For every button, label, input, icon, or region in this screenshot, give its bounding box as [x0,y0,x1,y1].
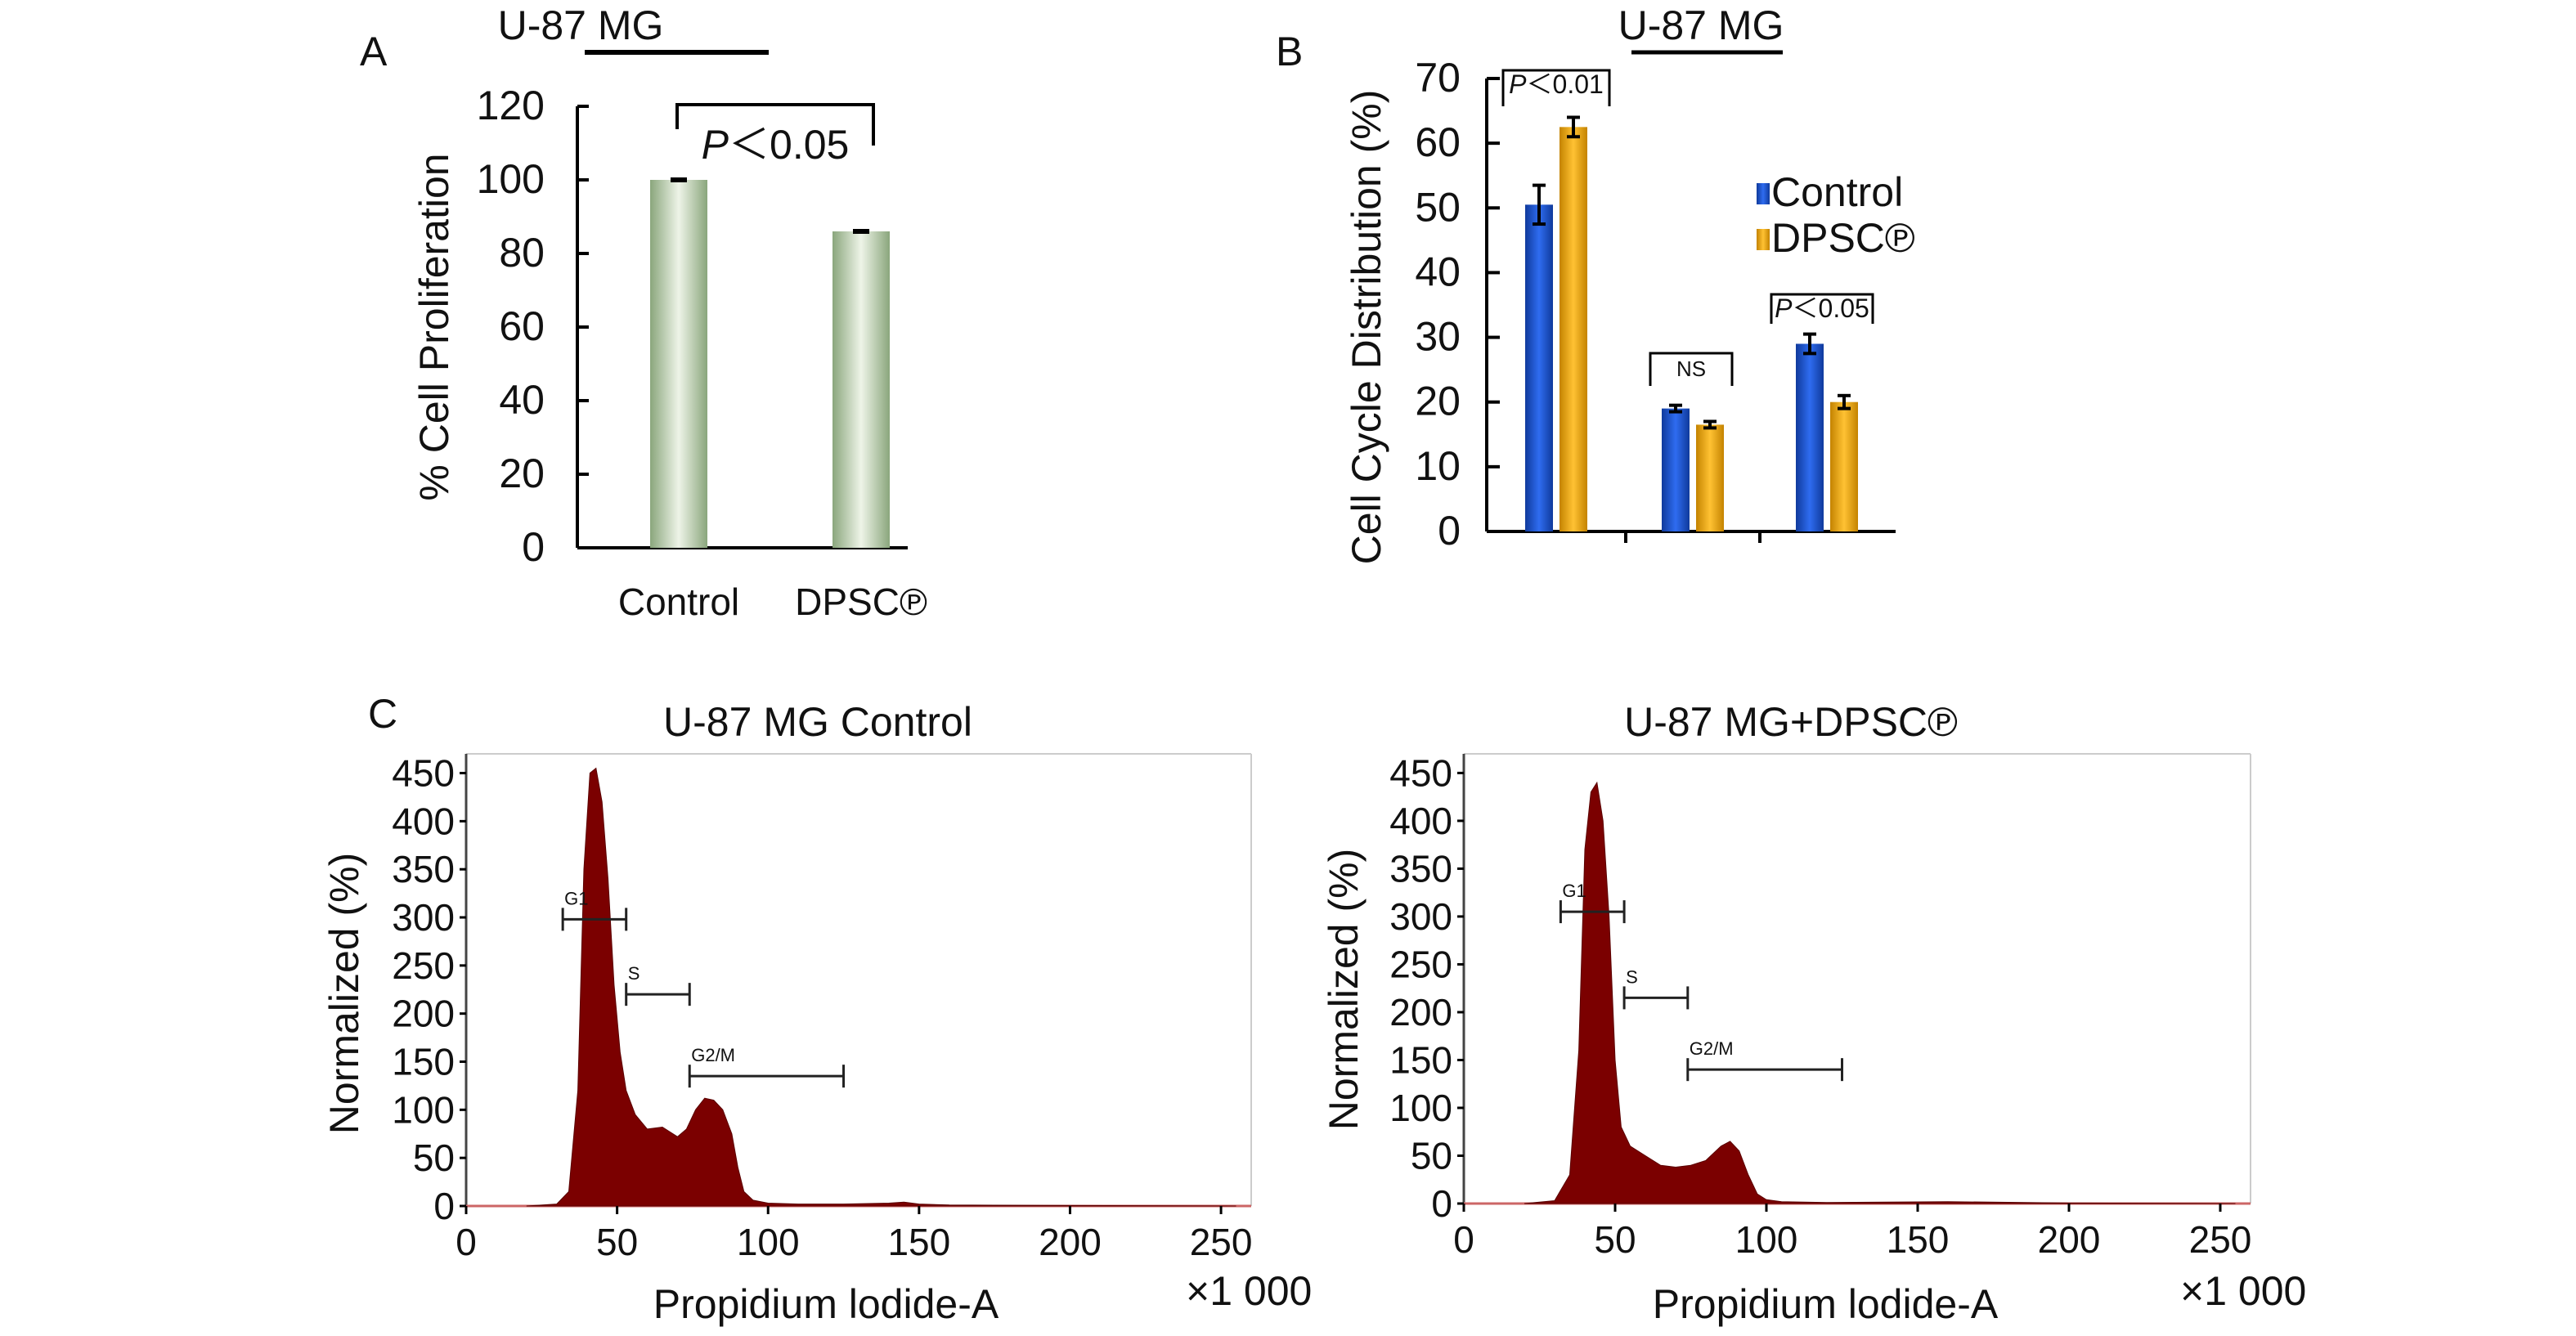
c2-ytick-label-6: 300 [1389,895,1452,938]
chart-c1-title: U-87 MG Control [663,699,972,745]
chart-b-ytick-label-3: 30 [1415,314,1461,360]
chart-b-ytick-label-7: 70 [1415,55,1461,101]
c1-histogram-area [526,767,1236,1207]
chart-a-bar-1 [832,231,890,548]
chart-a-ytick-label-3: 60 [499,303,545,349]
chart-b-bracket-1 [1649,352,1734,386]
c1-xtick-label-4: 200 [1039,1221,1102,1263]
chart-a-proliferation: U-87 MG % Cell Proliferation 0 20 40 60 80 10… [411,2,927,623]
c1-xtick-label-3: 150 [887,1221,950,1263]
chart-c1-multiplier: ×1 000 [1186,1268,1312,1314]
c2-ytick-label-5: 250 [1389,943,1452,985]
c1-ytick-label-1: 50 [413,1136,455,1179]
chart-b-bracket-label-0: P＜0.01 [1509,69,1604,99]
chart-b-ytick-label-4: 40 [1415,249,1461,294]
chart-b-bracket-label-2: P＜0.05 [1775,294,1869,323]
c2-xtick-label-0: 0 [1453,1218,1474,1261]
c1-xtick-label-1: 50 [596,1221,638,1263]
c1-ytick-label-5: 250 [392,944,455,987]
legend-swatch-dpsc [1757,229,1770,250]
c2-ytick-label-1: 50 [1411,1134,1452,1177]
c2-ytick-label-8: 400 [1389,800,1452,842]
c2-gate-label-1: S [1626,966,1638,987]
c2-xtick-label-5: 250 [2189,1218,2252,1261]
chart-a-ytick-label-2: 40 [499,377,545,423]
chart-b-axes [1485,78,1896,543]
c2-ytick-label-4: 200 [1389,991,1452,1033]
chart-b-bracket-0 [1501,69,1611,106]
c1-xtick-label-2: 100 [737,1221,800,1263]
chart-b-bracket-label-1: NS [1676,356,1706,381]
c2-xtick-label-1: 50 [1594,1218,1636,1261]
c2-ytick-label-3: 150 [1389,1038,1452,1081]
chart-b-bar-s1-g1 [1696,424,1724,531]
chart-a-bar-0 [650,180,707,548]
panel-c-letter: C [368,691,397,737]
chart-a-significance-bracket [675,103,875,146]
chart-a-ytick-label-1: 20 [499,451,545,496]
c1-ytick-label-9: 450 [392,752,455,795]
c2-ytick-label-7: 350 [1389,847,1452,890]
chart-a-ytick-label-5: 100 [477,156,545,202]
c2-xtick-label-2: 100 [1735,1218,1798,1261]
chart-c2-xlabel: Propidium lodide-A [1653,1281,1999,1327]
panel-a-letter: A [360,29,388,74]
chart-a-significance-label: P＜0.05 [702,122,850,168]
chart-c-dpsc-histogram: U-87 MG+DPSC℗ Normalized (%) Propidium l… [1321,699,2306,1327]
c1-gate-label-0: G1 [564,888,588,908]
panel-b-letter: B [1276,29,1303,74]
legend-label-dpsc: DPSC℗ [1771,215,1915,261]
c2-ytick-label-0: 0 [1431,1182,1452,1225]
c2-xtick-label-4: 200 [2038,1218,2101,1261]
chart-b-bar-s0-g1 [1662,408,1690,531]
c1-gate-label-1: S [628,963,640,984]
chart-c2-ylabel: Normalized (%) [1321,849,1367,1131]
chart-b-ytick-label-2: 20 [1415,379,1461,424]
chart-b-title: U-87 MG [1618,2,1784,48]
c1-ytick-label-2: 100 [392,1088,455,1131]
chart-b-ytick-label-6: 60 [1415,119,1461,165]
chart-a-ytick-label-6: 120 [477,83,545,128]
chart-b-ylabel: Cell Cycle Distribution (%) [1344,90,1389,565]
legend-swatch-control [1757,183,1770,204]
chart-b-bar-s0-g2 [1796,343,1824,531]
chart-c1-xlabel: Propidium lodide-A [653,1281,999,1327]
legend-label-control: Control [1771,169,1903,215]
c1-xtick-label-0: 0 [456,1221,477,1263]
chart-a-ytick-label-4: 80 [499,230,545,276]
chart-a-ylabel: % Cell Proliferation [411,153,457,500]
c2-ytick-label-9: 450 [1389,751,1452,794]
c1-gate-label-2: G2/M [691,1045,735,1065]
chart-a-title: U-87 MG [498,2,664,48]
chart-b-bar-s1-g2 [1830,401,1858,531]
c2-histogram-area [1524,781,2236,1204]
chart-c1-ylabel: Normalized (%) [321,853,367,1135]
chart-b-ytick-label-5: 50 [1415,184,1461,230]
chart-c2-multiplier: ×1 000 [2180,1268,2306,1314]
c2-xtick-label-3: 150 [1887,1218,1950,1261]
c2-ytick-label-2: 100 [1389,1087,1452,1129]
chart-b-bracket-2 [1770,293,1874,324]
c2-gate-label-2: G2/M [1690,1038,1734,1059]
chart-c2-title: U-87 MG+DPSC℗ [1624,699,1958,745]
c1-ytick-label-4: 200 [392,993,455,1035]
chart-c-control-histogram: U-87 MG Control Normalized (%) Propidium… [321,699,1312,1327]
c1-ytick-label-6: 300 [392,896,455,939]
c2-gate-label-0: G1 [1562,881,1586,901]
chart-a-ytick-label-0: 0 [522,524,545,570]
chart-b-legend: Control DPSC℗ [1757,169,1915,261]
chart-b-bar-s0-g0 [1525,204,1553,532]
chart-b-bar-s1-g0 [1560,127,1587,531]
c1-xtick-label-5: 250 [1190,1221,1253,1263]
chart-b-cell-cycle: U-87 MG Cell Cycle Distribution (%) 0 10 2… [1344,2,1915,564]
chart-b-ytick-label-0: 0 [1438,508,1461,554]
chart-b-ytick-label-1: 10 [1415,443,1461,489]
chart-a-category-label-0: Control [618,581,739,623]
c1-ytick-label-8: 400 [392,800,455,842]
c1-ytick-label-0: 0 [433,1185,455,1227]
c1-ytick-label-7: 350 [392,848,455,890]
c1-ytick-label-3: 150 [392,1041,455,1083]
chart-a-category-label-1: DPSC℗ [795,581,927,623]
